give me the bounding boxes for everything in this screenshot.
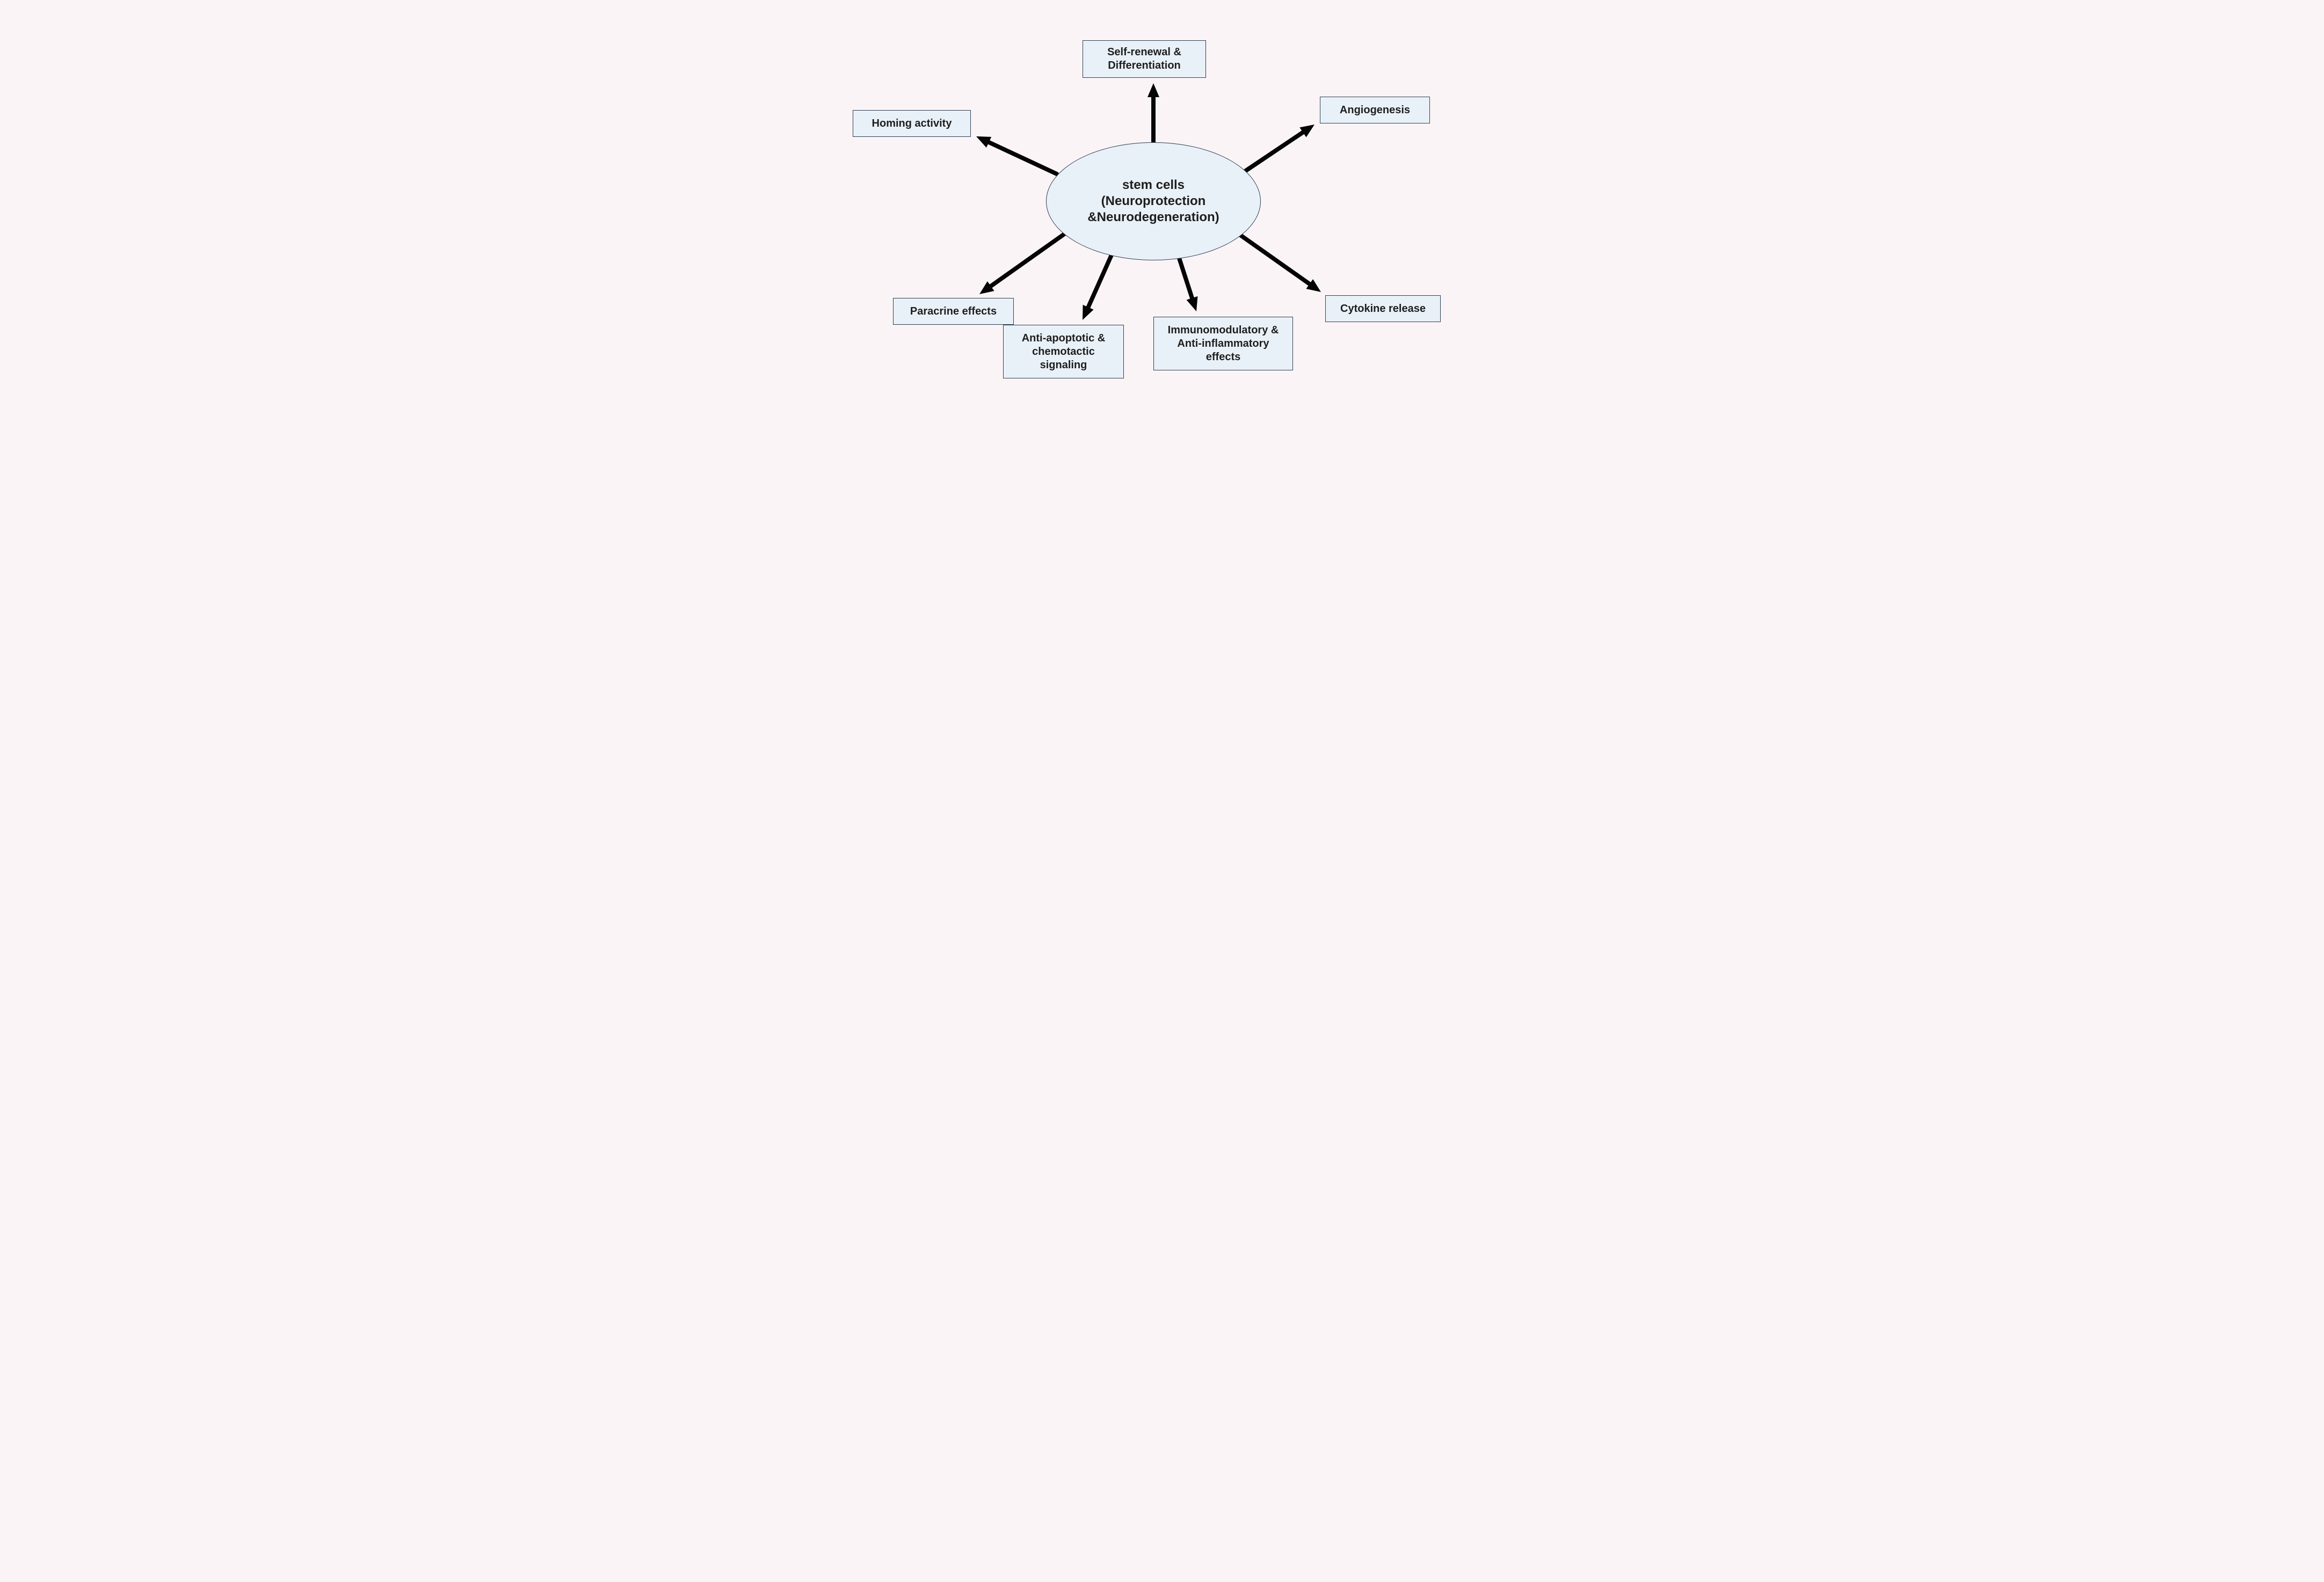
node-anti-apoptotic: Anti-apoptotic &chemotacticsignaling xyxy=(1003,325,1124,378)
diagram-background xyxy=(778,0,1546,523)
node-label-anti-apoptotic: Anti-apoptotic &chemotacticsignaling xyxy=(1014,330,1113,374)
node-label-angiogenesis: Angiogenesis xyxy=(1332,101,1418,119)
center-node-label: stem cells(Neuroprotection&Neurodegenera… xyxy=(1078,177,1229,225)
node-label-cytokine: Cytokine release xyxy=(1333,300,1433,318)
node-cytokine: Cytokine release xyxy=(1325,295,1441,322)
node-self-renewal: Self-renewal &Differentiation xyxy=(1083,40,1206,78)
node-paracrine: Paracrine effects xyxy=(893,298,1014,325)
diagram-canvas: stem cells(Neuroprotection&Neurodegenera… xyxy=(778,0,1546,523)
node-immuno: Immunomodulatory &Anti-inflammatoryeffec… xyxy=(1153,317,1293,370)
center-node-stem-cells: stem cells(Neuroprotection&Neurodegenera… xyxy=(1046,142,1261,260)
node-label-paracrine: Paracrine effects xyxy=(903,303,1004,320)
node-label-self-renewal: Self-renewal &Differentiation xyxy=(1100,43,1189,75)
node-homing: Homing activity xyxy=(853,110,971,137)
node-label-homing: Homing activity xyxy=(865,115,960,133)
node-label-immuno: Immunomodulatory &Anti-inflammatoryeffec… xyxy=(1160,322,1287,366)
node-angiogenesis: Angiogenesis xyxy=(1320,97,1430,123)
